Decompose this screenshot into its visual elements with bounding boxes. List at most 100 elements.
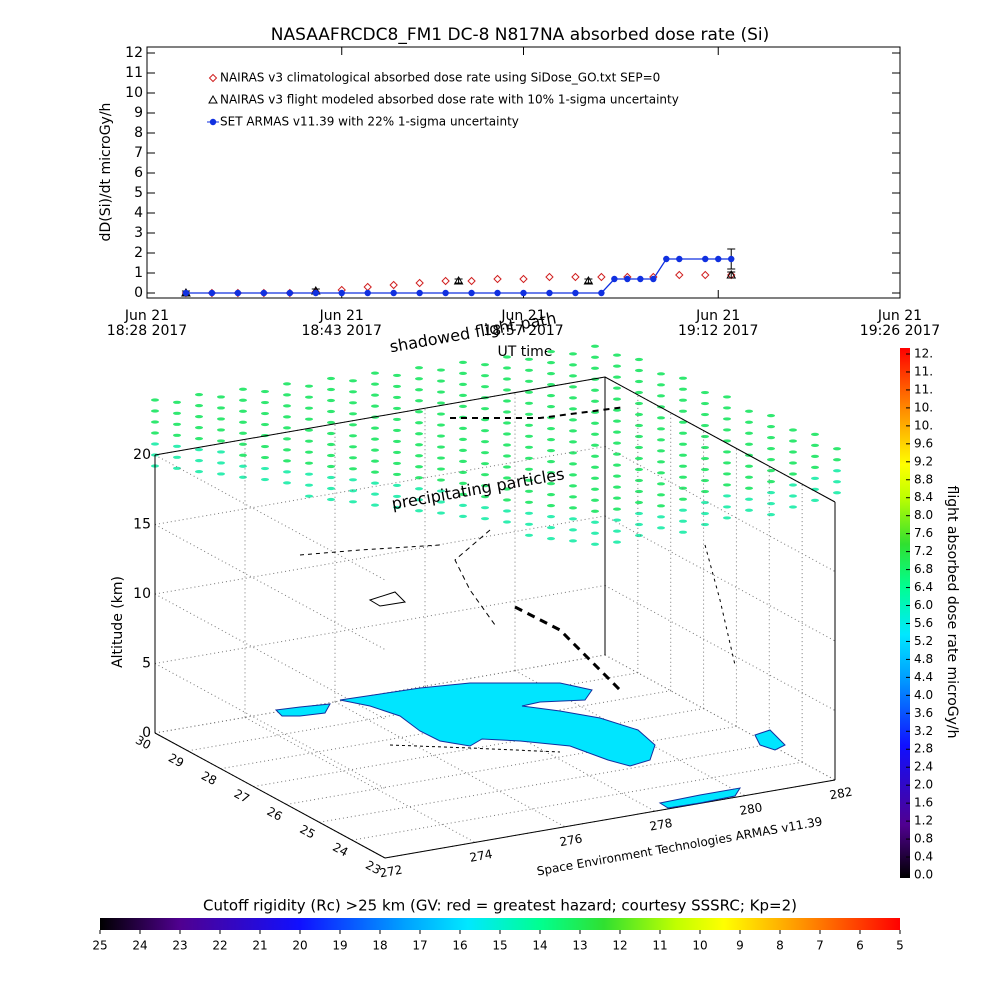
particle-dash — [173, 422, 181, 426]
colorbar-tick-label: 6 — [856, 939, 864, 953]
lon-tick-label: 272 — [378, 863, 403, 881]
particle-dash — [657, 471, 665, 475]
particle-dash — [217, 428, 225, 432]
particle-dash — [437, 456, 445, 460]
colorbar-tick-label: 14 — [532, 939, 547, 953]
particle-dash — [569, 451, 577, 455]
error-bar — [454, 278, 463, 284]
lon-tick-label: 274 — [468, 847, 493, 865]
marker — [494, 289, 501, 297]
particle-dash — [305, 472, 313, 476]
x-tick-label: Jun 21 18:57 2017 — [483, 308, 563, 339]
particle-dash — [613, 386, 621, 390]
particle-dash — [459, 360, 467, 364]
particle-dash — [569, 440, 577, 444]
particle-dash — [327, 420, 335, 425]
chart-title: NASAAFRCDC8_FM1 DC-8 N817NA absorbed dos… — [271, 25, 770, 45]
particle-dash — [635, 368, 643, 373]
particle-dash — [437, 423, 445, 427]
particle-dash — [195, 470, 203, 474]
particle-dash — [437, 478, 445, 482]
legend-marker — [209, 118, 217, 126]
particle-dash — [327, 409, 335, 414]
particle-dash — [811, 443, 819, 447]
y-tick-label: 2 — [134, 245, 143, 261]
colorbar-tick-label: 19 — [332, 939, 347, 953]
particle-dash — [525, 467, 533, 471]
particle-dash — [327, 442, 335, 447]
y-tick-label: 0 — [134, 285, 143, 301]
particle-dash — [349, 379, 357, 383]
marker — [260, 289, 268, 297]
particle-dash — [745, 464, 753, 468]
particle-dash — [503, 377, 511, 381]
particle-dash — [723, 417, 731, 421]
marker — [364, 289, 371, 297]
particle-dash — [415, 432, 423, 436]
particle-dash — [789, 428, 797, 432]
marker — [286, 289, 294, 297]
colorbar-tick-label: 24 — [132, 939, 147, 953]
particle-dash — [767, 480, 775, 484]
particle-dash — [745, 486, 753, 490]
particle-dash — [613, 474, 621, 478]
particle-dash — [833, 458, 841, 462]
particle-dash — [613, 496, 621, 500]
y-tick-label: 8 — [134, 125, 143, 141]
particle-dash — [503, 454, 511, 458]
particle-dash — [767, 425, 775, 429]
marker — [493, 274, 502, 284]
particle-dash — [283, 459, 291, 463]
particle-dash — [305, 450, 313, 454]
particle-dash — [503, 410, 511, 414]
particle-dash — [811, 465, 819, 469]
particle-dash — [393, 450, 401, 455]
particle-dash — [591, 344, 599, 348]
particle-dash — [591, 399, 599, 403]
particle-dash — [745, 497, 753, 501]
particle-dash — [217, 395, 225, 399]
particle-dash — [481, 484, 489, 488]
particle-dash — [547, 449, 555, 453]
particle-dash — [327, 497, 335, 502]
particle-dash — [151, 442, 159, 446]
legend-label: NAIRAS v3 climatological absorbed dose r… — [220, 71, 660, 85]
particle-dash — [591, 454, 599, 458]
y-tick-label: 4 — [134, 205, 143, 221]
particle-dash — [569, 385, 577, 389]
marker — [726, 269, 737, 279]
colorbar-tick-label: 1.2 — [914, 814, 933, 828]
particle-dash — [767, 469, 775, 473]
particle-dash — [283, 404, 291, 408]
particle-dash — [635, 489, 643, 494]
marker — [453, 275, 464, 285]
marker — [728, 255, 735, 263]
particle-dash — [547, 427, 555, 431]
colorbar-tick-label: 18 — [372, 939, 387, 953]
particle-dash — [723, 461, 731, 465]
particle-dash — [789, 461, 797, 465]
particle-dash — [789, 472, 797, 476]
legend-label: SET ARMAS v11.39 with 22% 1-sigma uncert… — [220, 115, 519, 129]
particle-dash — [635, 456, 643, 461]
particle-dash — [327, 431, 335, 436]
particle-dash — [349, 489, 357, 493]
box-edge — [604, 376, 836, 503]
particle-dash — [393, 406, 401, 411]
legend-marker — [208, 94, 218, 104]
particle-dash — [833, 480, 841, 484]
y-tick-label: 11 — [125, 65, 143, 81]
particle-dash — [481, 473, 489, 477]
particle-dash — [547, 361, 555, 365]
particle-dash — [833, 491, 841, 495]
particle-dash — [569, 484, 577, 488]
particle-dash — [789, 450, 797, 454]
particle-dash — [833, 447, 841, 451]
particle-dash — [481, 363, 489, 367]
y-tick-label: 12 — [125, 45, 143, 61]
z-axis-label: Altitude (km) — [110, 576, 126, 668]
particle-dash — [657, 416, 665, 420]
colorbar-tick-label: 8.4 — [914, 490, 933, 504]
lat-tick-label: 24 — [330, 840, 350, 860]
particle-dash — [657, 460, 665, 464]
